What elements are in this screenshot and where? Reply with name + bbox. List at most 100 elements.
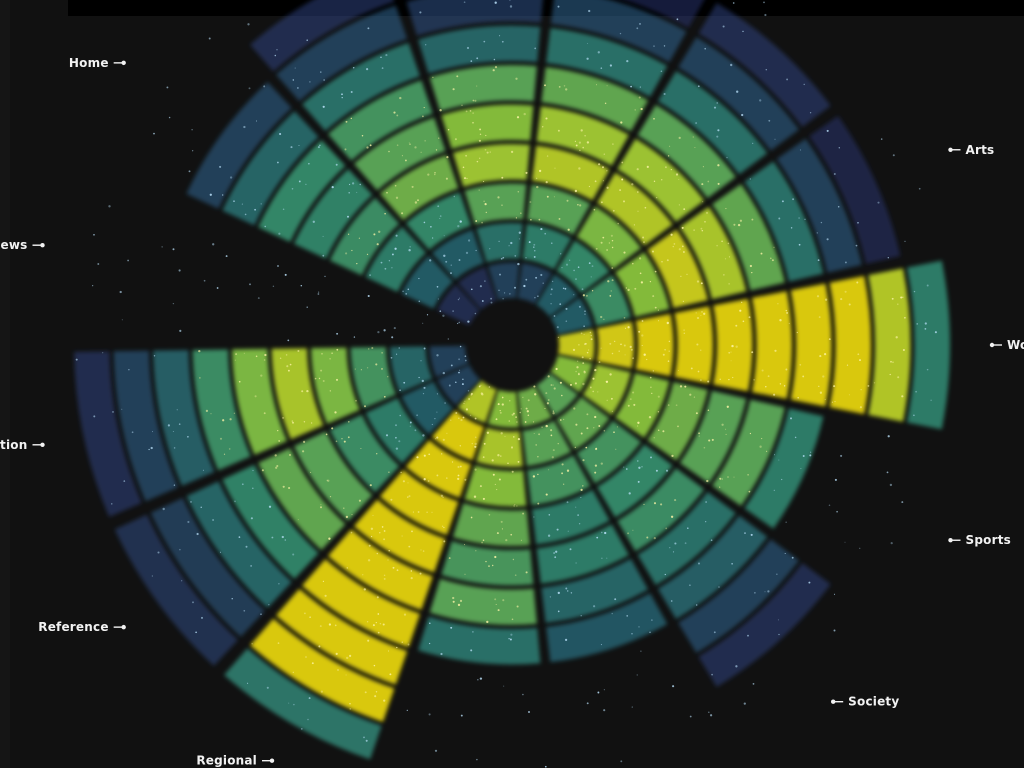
speck	[598, 163, 601, 166]
leader-dot	[40, 442, 45, 447]
speck	[320, 504, 322, 506]
bar-segment-regional-ring-2	[431, 410, 484, 461]
speck	[436, 393, 438, 395]
speck	[586, 427, 589, 430]
speck	[637, 421, 640, 424]
speck	[419, 11, 422, 14]
speck	[534, 296, 536, 299]
speck	[934, 331, 937, 334]
bar-segment-computers-ring-1	[517, 263, 553, 304]
speck	[474, 99, 477, 102]
speck	[620, 760, 623, 763]
speck	[525, 571, 528, 574]
speck	[472, 631, 474, 633]
speck	[271, 536, 274, 539]
speck	[696, 280, 700, 283]
speck	[434, 173, 436, 176]
speck	[700, 282, 703, 285]
speck	[247, 23, 250, 26]
speck	[393, 111, 396, 114]
speck	[366, 146, 369, 149]
bar-segment-health-ring-3	[405, 192, 472, 251]
speck	[318, 291, 320, 293]
bar-segment-games-ring-2	[476, 222, 523, 263]
speck	[492, 473, 495, 476]
speck	[606, 249, 608, 251]
speck	[580, 432, 583, 435]
speck	[546, 402, 550, 405]
speck	[739, 219, 743, 222]
speck	[479, 677, 483, 680]
speck	[828, 504, 831, 507]
speck	[576, 360, 579, 363]
speck	[547, 534, 551, 537]
bar-segment-computers-ring-2	[522, 223, 572, 270]
speck	[409, 421, 412, 424]
speck	[501, 204, 503, 206]
speck	[208, 37, 211, 40]
speck	[509, 5, 513, 8]
speck	[93, 234, 95, 236]
speck	[455, 381, 457, 383]
speck	[575, 506, 577, 508]
speck	[632, 391, 635, 394]
speck	[276, 464, 279, 468]
speck	[646, 358, 648, 361]
speck	[238, 380, 241, 383]
speck	[860, 389, 862, 391]
speck	[388, 471, 390, 474]
speck	[483, 40, 486, 43]
speck	[749, 432, 752, 435]
speck	[317, 146, 320, 149]
speck	[638, 96, 641, 99]
speck	[403, 613, 407, 616]
speck	[694, 146, 696, 149]
speck	[759, 99, 762, 102]
speck	[631, 183, 634, 186]
speck	[657, 395, 660, 398]
speck	[390, 356, 393, 359]
speck	[604, 531, 607, 535]
speck	[376, 596, 379, 599]
speck	[566, 590, 569, 592]
speck	[791, 556, 794, 559]
speck	[297, 519, 299, 521]
speck	[560, 419, 562, 421]
speck	[930, 399, 932, 401]
speck	[642, 236, 645, 239]
speck	[459, 220, 462, 223]
speck	[318, 645, 321, 648]
speck	[638, 466, 641, 469]
speck	[786, 311, 789, 314]
speck	[509, 400, 511, 402]
speck	[621, 161, 624, 164]
bar-segment-sports-ring-3	[615, 373, 670, 438]
speck	[583, 325, 585, 327]
speck	[602, 180, 604, 182]
speck	[683, 332, 685, 334]
speck	[833, 629, 836, 632]
speck	[751, 272, 753, 274]
speck	[166, 86, 169, 89]
speck	[632, 262, 634, 265]
speck	[554, 167, 556, 169]
speck	[665, 469, 669, 472]
speck	[596, 536, 599, 539]
speck	[264, 225, 266, 228]
speck	[387, 376, 389, 378]
speck	[457, 322, 459, 325]
speck	[354, 368, 356, 370]
speck	[654, 306, 657, 309]
speck	[418, 277, 420, 280]
speck	[711, 673, 713, 676]
bar-segment-shopping-ring-5	[536, 524, 629, 584]
speck	[462, 416, 465, 419]
bar-segment-computers-ring-5	[536, 106, 629, 166]
speck	[653, 118, 655, 120]
speck	[527, 399, 530, 402]
speck	[576, 366, 579, 369]
speck	[478, 385, 481, 388]
speck	[353, 336, 356, 338]
speck	[538, 433, 540, 436]
speck	[774, 138, 776, 140]
